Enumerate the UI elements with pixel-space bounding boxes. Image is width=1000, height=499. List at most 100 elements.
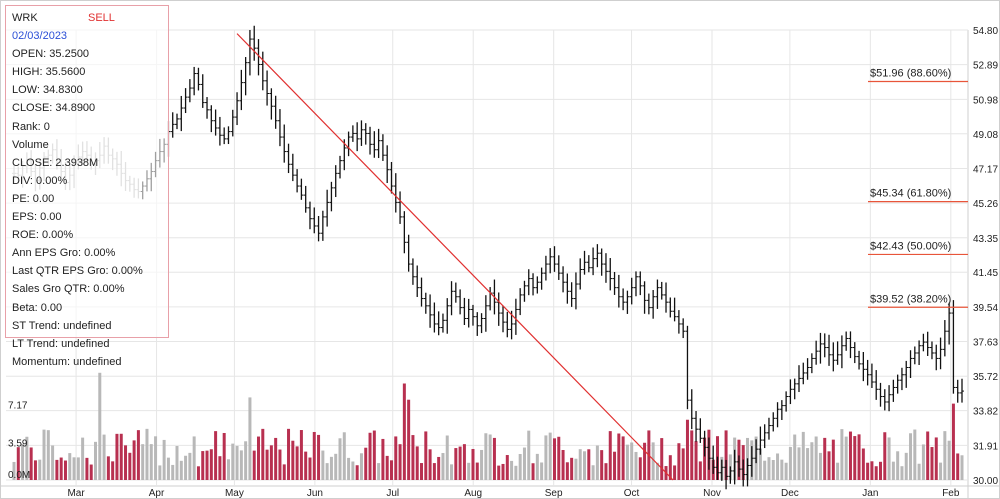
volume-bar: [81, 437, 85, 480]
volume-bar: [878, 461, 882, 480]
volume-bar: [583, 451, 587, 480]
volume-bar: [381, 438, 385, 480]
volume-bar: [518, 454, 522, 480]
volume-bar: [960, 455, 964, 480]
volume-bar: [287, 428, 291, 480]
volume-bar: [853, 436, 857, 480]
volume-bar: [501, 463, 505, 480]
volume-bar: [690, 430, 694, 480]
volume-bar: [767, 457, 771, 480]
price-tick-label: 50.98: [973, 95, 998, 106]
fib-level-label: $42.43 (50.00%): [870, 240, 951, 252]
volume-bar: [55, 459, 59, 480]
volume-tick-label: 7.17: [8, 401, 28, 412]
volume-bars: [12, 372, 964, 480]
volume-bar: [548, 432, 552, 480]
volume-bar: [488, 434, 492, 480]
chart-axes: 54.80 52.89 50.98 49.08 47.17 45.26 43.35 41.45…: [8, 26, 998, 499]
volume-bar: [432, 463, 436, 480]
volume-bar: [801, 431, 805, 480]
month-label: Jun: [307, 488, 323, 499]
volume-bar: [46, 430, 50, 480]
volume-bar: [857, 434, 861, 480]
volume-bar: [909, 433, 913, 480]
volume-bar: [831, 439, 835, 480]
volume-bar: [643, 442, 647, 480]
volume-bar: [192, 436, 196, 480]
volume-bar: [939, 462, 943, 480]
eps-value: EPS: 0.00: [12, 211, 62, 224]
volume-bar: [681, 448, 685, 480]
price-tick-label: 43.35: [973, 234, 998, 245]
volume-bar: [591, 465, 595, 480]
volume-bar: [943, 431, 947, 480]
volume-bar: [587, 449, 591, 480]
volume-bar: [921, 444, 925, 480]
volume-bar: [703, 437, 707, 480]
price-tick-label: 41.45: [973, 268, 998, 279]
volume-bar: [98, 372, 102, 480]
volume-bar: [136, 430, 140, 480]
quote-date: 02/03/2023: [12, 30, 68, 43]
volume-bar: [68, 453, 72, 480]
volume-tick-label: 0.0M: [8, 470, 30, 481]
volume-bar: [214, 431, 218, 480]
fib-level-label: $51.96 (88.60%): [870, 68, 951, 80]
volume-bar: [505, 455, 509, 480]
volume-bar: [274, 437, 278, 480]
month-label: Mar: [67, 488, 85, 499]
high-value: HIGH: 35.5600: [12, 66, 86, 79]
volume-bar: [111, 461, 115, 480]
volume-bar: [454, 448, 458, 480]
div-value: DIV: 0.00%: [12, 174, 68, 187]
volume-bar: [655, 462, 659, 480]
volume-bar: [102, 434, 106, 480]
volume-bar: [179, 460, 183, 480]
price-tick-label: 30.00: [973, 476, 998, 487]
volume-bar: [359, 453, 363, 480]
volume-bar: [355, 465, 359, 480]
volume-bar: [312, 431, 316, 480]
volume-bar: [218, 456, 222, 480]
volume-bar: [398, 444, 402, 480]
momentum-value: Momentum: undefined: [12, 355, 122, 368]
volume-bar: [72, 457, 76, 480]
volume-bar: [38, 459, 42, 480]
volume-bar: [372, 430, 376, 480]
volume-tick-label: 3.59: [8, 438, 28, 449]
volume-bar: [231, 443, 235, 480]
volume-bar: [570, 457, 574, 480]
volume-bar: [947, 440, 951, 480]
volume-bar: [106, 456, 110, 480]
volume-bar: [866, 462, 870, 480]
volume-bar: [299, 430, 303, 480]
volume-bar: [347, 457, 351, 480]
volume-bar: [424, 431, 428, 480]
info-panel: WRK SELL 02/03/2023 OPEN: 35.2500 HIGH: …: [5, 5, 169, 368]
volume-bar: [261, 428, 265, 480]
volume-bar: [29, 447, 33, 480]
volume-bar: [784, 462, 788, 480]
volume-bar: [89, 464, 93, 480]
volume-bar: [827, 451, 831, 480]
volume-bar: [458, 446, 462, 480]
volume-bar: [776, 453, 780, 480]
volume-bar: [891, 461, 895, 480]
volume-bar: [411, 435, 415, 480]
volume-bar: [222, 432, 226, 480]
low-value: LOW: 34.8300: [12, 84, 83, 97]
price-tick-label: 31.91: [973, 441, 998, 452]
volume-bar: [956, 453, 960, 480]
volume-bar: [304, 451, 308, 480]
volume-bar: [823, 437, 827, 480]
volume-bar: [184, 455, 188, 480]
volume-bar: [171, 464, 175, 480]
volume-bar: [295, 446, 299, 480]
volume-bar: [522, 447, 526, 480]
volume-bar: [154, 436, 158, 480]
volume-bar: [917, 463, 921, 480]
volume-bar: [149, 444, 153, 480]
volume-bar: [810, 442, 814, 480]
last-qtr-eps-gro-value: Last QTR EPS Gro: 0.00%: [12, 265, 143, 278]
